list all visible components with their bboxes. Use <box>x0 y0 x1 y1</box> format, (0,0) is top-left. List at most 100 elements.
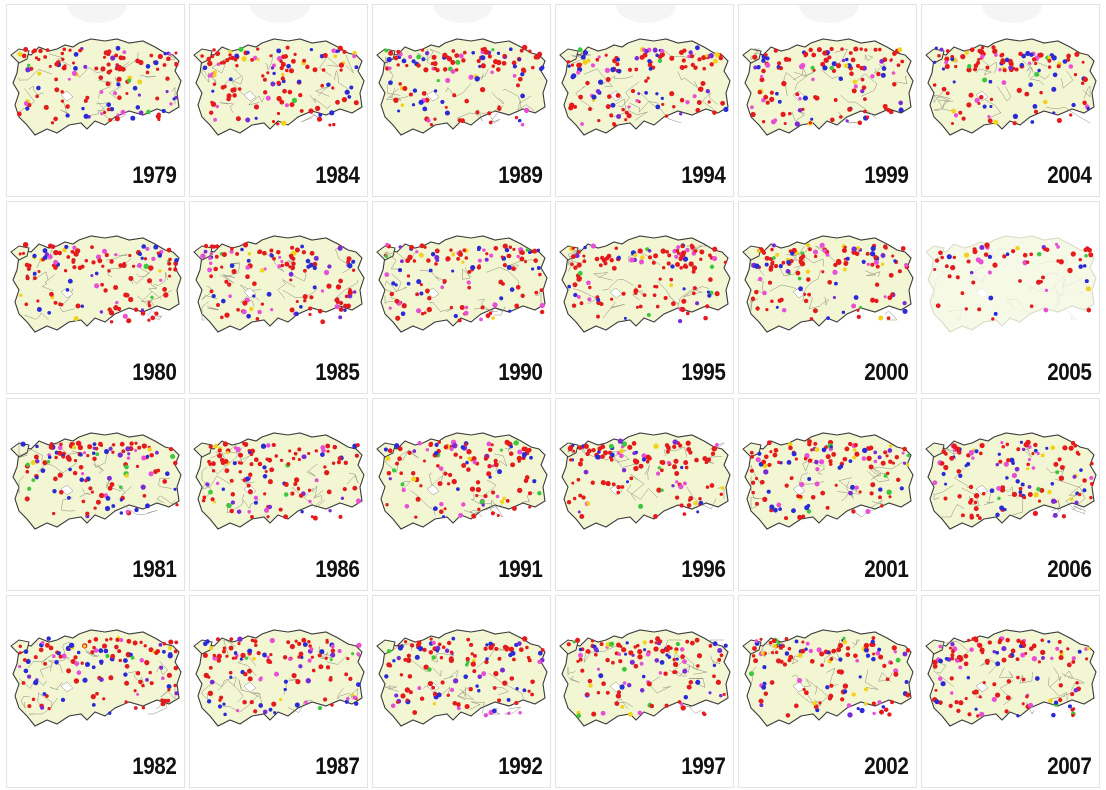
thrace-outline <box>925 442 945 458</box>
event-dot <box>888 444 893 448</box>
event-dot <box>276 48 282 54</box>
thrace-outline <box>925 639 945 655</box>
event-dot <box>266 515 270 519</box>
event-dot <box>498 279 504 285</box>
event-dot <box>283 679 288 684</box>
event-dot <box>294 702 300 708</box>
event-dot <box>139 658 145 663</box>
event-dot <box>1025 260 1030 264</box>
event-dot <box>616 114 622 119</box>
event-dot <box>1000 485 1006 491</box>
event-dot <box>331 48 337 54</box>
event-dot <box>321 68 326 72</box>
event-dot <box>416 63 421 68</box>
event-dot <box>957 655 963 661</box>
event-dot <box>598 263 603 268</box>
event-dot <box>355 498 362 504</box>
event-dot <box>1074 51 1080 57</box>
event-dot <box>609 113 614 118</box>
event-dot <box>442 67 448 72</box>
event-dot <box>582 59 588 65</box>
event-dot <box>778 645 784 650</box>
event-dot <box>141 244 146 249</box>
event-dot <box>294 311 299 317</box>
event-dot <box>710 451 716 456</box>
event-dot <box>776 502 782 508</box>
event-dot <box>674 495 680 500</box>
event-dot <box>610 102 616 108</box>
event-dot <box>271 120 276 124</box>
event-dot <box>403 640 408 644</box>
event-dot <box>461 463 467 468</box>
thrace-outline <box>559 48 579 64</box>
event-dot <box>212 653 216 658</box>
event-dot <box>567 284 572 289</box>
event-dot <box>317 705 323 711</box>
event-dot <box>289 307 295 313</box>
event-dot <box>433 506 438 511</box>
event-dot <box>483 646 488 651</box>
event-dot <box>242 441 246 446</box>
event-dot <box>87 639 92 644</box>
event-dot <box>788 654 794 660</box>
event-dot <box>43 661 48 666</box>
event-dot <box>249 699 254 705</box>
event-dot <box>714 442 719 447</box>
event-dot <box>453 452 458 457</box>
event-dot <box>493 245 499 251</box>
event-dot <box>888 495 892 499</box>
event-dot <box>235 116 241 122</box>
event-dot <box>447 472 453 478</box>
event-dot <box>472 658 476 663</box>
event-dot <box>173 267 178 272</box>
event-dot <box>660 248 666 254</box>
event-dot <box>278 255 282 259</box>
turkey-map-icon <box>742 235 914 333</box>
event-dot <box>466 467 471 472</box>
event-dot <box>816 47 822 53</box>
event-dot <box>881 705 886 709</box>
event-dot <box>434 442 439 447</box>
event-dot <box>228 670 233 675</box>
map-panel-1999: 1999 <box>738 4 917 197</box>
event-dot <box>325 665 331 670</box>
province-boundaries <box>933 640 1086 715</box>
event-dot <box>768 257 773 261</box>
event-dot <box>46 636 51 641</box>
lake-shape <box>426 484 440 496</box>
event-dot <box>342 487 347 492</box>
event-dot <box>463 310 469 316</box>
event-dot <box>250 638 255 643</box>
event-dot <box>256 651 261 656</box>
event-dot <box>646 313 651 317</box>
event-dot <box>92 456 97 462</box>
event-dot <box>616 490 621 495</box>
event-dot <box>800 648 806 654</box>
event-dot <box>157 53 163 60</box>
event-dot <box>811 77 815 82</box>
event-dot <box>471 456 477 462</box>
event-dot <box>166 698 171 703</box>
event-dot <box>485 657 489 661</box>
event-dot <box>402 86 408 91</box>
event-dot <box>682 668 688 674</box>
event-dot <box>291 673 297 679</box>
event-dot <box>597 79 604 85</box>
event-dot <box>871 636 876 640</box>
event-dot <box>405 698 410 702</box>
event-dot <box>334 304 340 310</box>
event-dot <box>433 450 439 456</box>
event-dot <box>102 697 106 701</box>
map-panel-2005: 2005 <box>921 201 1100 394</box>
event-dot <box>411 476 417 482</box>
event-dot <box>629 659 635 665</box>
event-dot <box>659 460 664 465</box>
event-dot <box>688 496 694 501</box>
event-dot <box>804 505 810 511</box>
event-dot <box>286 640 291 645</box>
event-dot <box>1019 640 1026 646</box>
event-dot <box>533 258 539 263</box>
event-dots <box>383 439 542 519</box>
year-label: 1994 <box>680 162 726 189</box>
event-dot <box>141 705 146 710</box>
